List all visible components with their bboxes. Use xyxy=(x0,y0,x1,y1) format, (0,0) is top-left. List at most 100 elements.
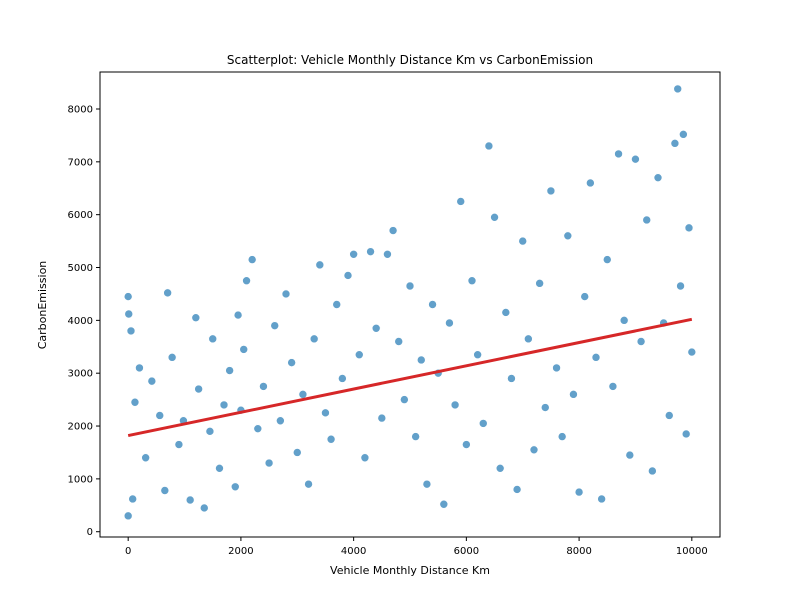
scatter-point xyxy=(292,448,302,457)
scatter-point xyxy=(608,382,618,391)
x-tick-label: 2000 xyxy=(228,546,253,557)
y-axis-ticks: 0 1000 2000 3000 4000 5000 6000 7000 8000 xyxy=(68,104,100,538)
scatter-point xyxy=(450,400,460,410)
scatter-point xyxy=(507,374,516,383)
scatter-point xyxy=(394,337,404,346)
regression-line xyxy=(127,317,693,438)
scatter-point xyxy=(233,310,243,320)
scatter-point xyxy=(631,154,640,164)
scatter-point xyxy=(400,395,409,404)
y-tick-label: 6000 xyxy=(68,210,93,221)
scatter-point xyxy=(642,215,652,225)
scatter-point xyxy=(315,260,325,270)
scatter-point xyxy=(366,247,375,256)
scatter-point xyxy=(174,440,184,449)
scatter-point xyxy=(648,466,657,476)
scatter-point xyxy=(563,231,573,241)
y-axis-label: CarbonEmission xyxy=(36,261,49,350)
scatter-point xyxy=(501,308,511,317)
scatter-point xyxy=(681,429,691,439)
scatter-point xyxy=(684,223,694,233)
scatter-point xyxy=(360,453,370,463)
scatter-point xyxy=(167,353,177,362)
scatter-point xyxy=(321,408,330,418)
scatter-point xyxy=(569,390,578,399)
x-tick-label: 10000 xyxy=(676,546,708,557)
scatter-point xyxy=(512,485,522,494)
scatter-point xyxy=(676,281,685,291)
scatter-point xyxy=(349,250,358,259)
scatter-point xyxy=(326,434,336,444)
x-axis-label: Vehicle Monthly Distance Km xyxy=(330,564,490,577)
scatter-point xyxy=(535,279,544,288)
points-layer xyxy=(123,84,697,521)
x-tick-label: 4000 xyxy=(341,546,366,557)
scatter-point xyxy=(377,413,387,423)
x-tick-label: 6000 xyxy=(454,546,479,557)
scatter-point xyxy=(194,384,203,394)
scatter-point xyxy=(215,464,224,473)
scatter-point xyxy=(205,427,215,436)
y-tick-label: 3000 xyxy=(68,369,93,380)
scatter-point xyxy=(428,300,437,309)
scatter-point xyxy=(670,139,680,148)
scatter-point xyxy=(247,255,257,264)
scatter-point xyxy=(614,149,623,159)
scatter-point xyxy=(679,130,688,139)
y-tick-label: 0 xyxy=(87,527,93,538)
chart-title: Scatterplot: Vehicle Monthly Distance Km… xyxy=(227,53,593,67)
scatter-point xyxy=(160,486,170,495)
scatter-point xyxy=(298,390,308,399)
scatter-point xyxy=(264,458,274,468)
scatter-point xyxy=(546,186,556,196)
scatter-point xyxy=(445,318,454,328)
x-tick-label: 8000 xyxy=(566,546,591,557)
scatter-point xyxy=(574,487,584,497)
scatter-point xyxy=(332,300,342,309)
scatter-point xyxy=(557,432,567,441)
scatter-point xyxy=(128,494,137,504)
scatter-point xyxy=(199,503,209,513)
scatter-point xyxy=(253,424,263,433)
scatter-point xyxy=(239,345,249,354)
y-tick-label: 7000 xyxy=(68,157,93,168)
scatter-point xyxy=(371,323,381,333)
scatter-point xyxy=(135,363,144,373)
scatter-point xyxy=(687,347,697,357)
scatter-point xyxy=(185,495,195,505)
scatter-point xyxy=(343,271,353,280)
scatter-point xyxy=(580,292,590,301)
y-tick-label: 2000 xyxy=(68,422,93,433)
scatter-point xyxy=(524,334,533,344)
scatter-point xyxy=(597,494,606,504)
scatter-point xyxy=(422,479,432,489)
scatter-point xyxy=(124,309,134,319)
scatter-point xyxy=(208,334,218,344)
scatter-point xyxy=(388,226,398,235)
scatter-point xyxy=(270,321,280,330)
scatter-point xyxy=(478,419,488,428)
plot-frame xyxy=(99,71,721,538)
scatter-point xyxy=(230,482,240,492)
scatter-point xyxy=(636,337,646,346)
y-tick-label: 1000 xyxy=(68,474,93,485)
scatter-point xyxy=(304,479,313,489)
scatter-point xyxy=(225,366,234,375)
scatter-point xyxy=(456,197,466,206)
scatter-point xyxy=(147,376,157,386)
y-tick-label: 4000 xyxy=(68,316,93,327)
y-tick-label: 5000 xyxy=(68,263,93,274)
x-axis-ticks: 0 2000 4000 6000 8000 10000 xyxy=(125,537,708,557)
scatter-point xyxy=(141,453,150,463)
scatter-point xyxy=(126,326,136,336)
scatter-point xyxy=(591,353,601,362)
scatter-point xyxy=(354,350,364,360)
scatter-point xyxy=(309,334,319,344)
scatter-point xyxy=(439,499,449,509)
scatter-point xyxy=(495,464,505,473)
x-tick-label: 0 xyxy=(125,546,131,557)
scatter-point xyxy=(552,363,561,373)
scatter-point xyxy=(219,400,229,410)
scatter-point xyxy=(123,511,133,521)
